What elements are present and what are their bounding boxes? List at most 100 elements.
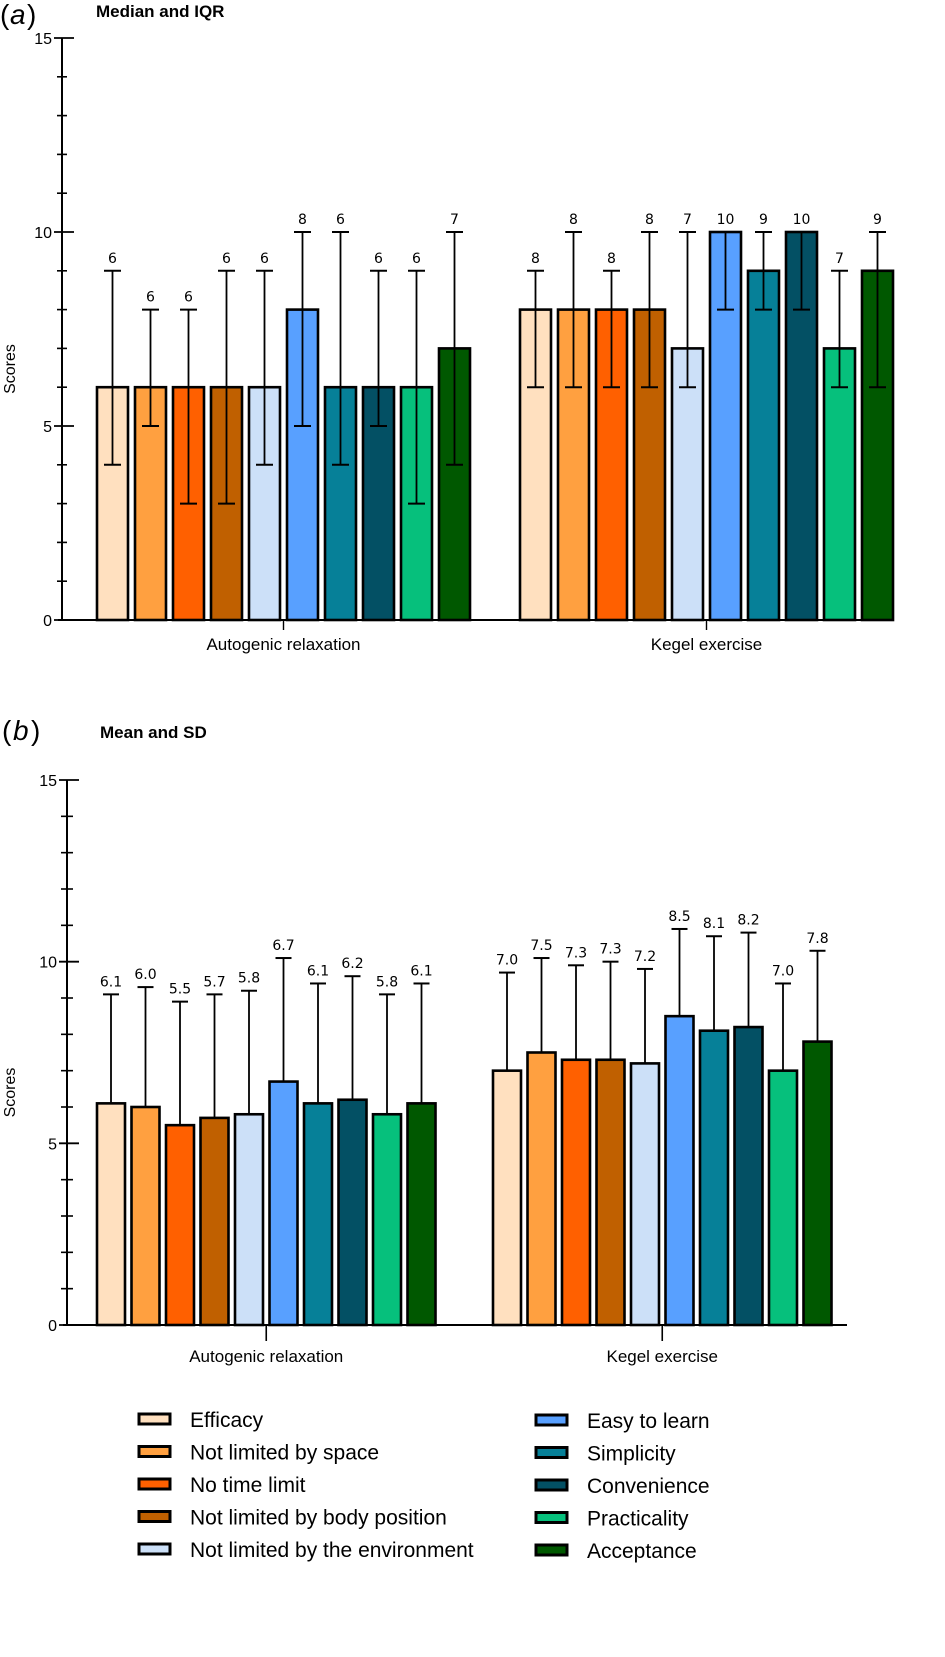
legend: Efficacy Not limited by space No time limi… xyxy=(137,1409,710,1563)
data-label: 8 xyxy=(298,212,307,228)
legend-label: No time limit xyxy=(190,1474,306,1497)
data-label: 6 xyxy=(260,251,269,267)
data-label: 7.3 xyxy=(599,942,621,958)
legend-swatch xyxy=(534,1413,569,1427)
bar xyxy=(822,347,857,622)
data-label: 5.7 xyxy=(203,974,225,990)
y-axis-label: Scores xyxy=(2,344,19,394)
bar xyxy=(560,1058,592,1327)
data-label: 5.8 xyxy=(376,974,398,990)
y-tick-label: 0 xyxy=(48,1318,57,1335)
data-label: 6.0 xyxy=(134,967,156,983)
bar xyxy=(746,269,781,622)
data-label: 9 xyxy=(873,212,882,228)
data-label: 8.1 xyxy=(703,916,725,932)
panel-a-close-paren: ) xyxy=(27,0,36,30)
bar xyxy=(164,1123,196,1327)
legend-swatch xyxy=(137,1477,172,1491)
bar xyxy=(406,1102,437,1327)
panel-a-open-paren: ( xyxy=(0,0,10,30)
bar xyxy=(629,1062,661,1327)
bar xyxy=(337,1098,368,1327)
data-label: 7 xyxy=(683,212,692,228)
data-label: 6.1 xyxy=(307,963,329,979)
data-label: 8 xyxy=(645,212,654,228)
panel-b-header: ( b ) Mean and SD xyxy=(2,715,207,746)
legend-label: Not limited by body position xyxy=(190,1507,447,1530)
data-label: 6 xyxy=(374,251,383,267)
data-label: 8.2 xyxy=(737,913,759,929)
x-category-label: Autogenic relaxation xyxy=(189,1347,343,1366)
y-tick-label: 10 xyxy=(34,225,52,242)
bar xyxy=(268,1080,299,1327)
legend-swatch xyxy=(534,1543,569,1557)
panel-b-open-paren: ( xyxy=(2,715,12,746)
bar xyxy=(802,1040,833,1327)
x-category-label: Autogenic relaxation xyxy=(206,635,360,654)
legend-label: Efficacy xyxy=(190,1409,264,1432)
panel-b-close-paren: ) xyxy=(31,715,40,746)
legend-swatch xyxy=(137,1412,172,1426)
legend-item: Not limited by space xyxy=(137,1442,379,1465)
panel-a-header: ( a ) Median and IQR xyxy=(0,0,224,30)
panel-a-title: Median and IQR xyxy=(96,2,224,21)
data-label: 7.0 xyxy=(496,953,518,969)
data-label: 6 xyxy=(108,251,117,267)
bar xyxy=(670,347,705,622)
panel-a-letter: a xyxy=(10,0,26,30)
legend-item: Simplicity xyxy=(534,1443,676,1466)
legend-item: Not limited by body position xyxy=(137,1507,447,1530)
bar xyxy=(733,1025,764,1327)
bar xyxy=(233,1112,265,1327)
legend-swatch xyxy=(137,1445,172,1458)
data-label: 8 xyxy=(607,251,616,267)
legend-item: Efficacy xyxy=(137,1409,264,1432)
legend-item: Convenience xyxy=(534,1475,710,1498)
data-label: 6.2 xyxy=(341,956,363,972)
bar xyxy=(130,1105,161,1327)
legend-swatch xyxy=(534,1446,569,1459)
legend-swatch xyxy=(137,1542,172,1556)
legend-label: Acceptance xyxy=(587,1540,697,1563)
y-tick-label: 5 xyxy=(43,419,52,436)
panel-a-chart: 0 5 10 15 Scores Autogenic relaxation 6 6 6 6 6 8 6 6… xyxy=(2,31,895,654)
y-tick-label: 15 xyxy=(34,31,52,48)
legend-label: Convenience xyxy=(587,1475,710,1498)
bar xyxy=(95,1102,127,1327)
bar xyxy=(526,1051,557,1327)
legend-swatch xyxy=(137,1510,172,1523)
legend-item: Practicality xyxy=(534,1508,689,1531)
bar xyxy=(664,1014,695,1327)
legend-label: Simplicity xyxy=(587,1443,676,1466)
data-label: 10 xyxy=(793,212,811,228)
bar xyxy=(860,269,895,622)
bar xyxy=(491,1069,523,1327)
data-label: 6.7 xyxy=(272,938,294,954)
data-label: 5.8 xyxy=(238,971,260,987)
bar xyxy=(302,1102,334,1327)
data-label: 7 xyxy=(450,212,459,228)
y-axis-label: Scores xyxy=(2,1068,19,1118)
legend-label: Not limited by space xyxy=(190,1442,379,1465)
legend-swatch xyxy=(534,1478,569,1492)
data-label: 7.0 xyxy=(772,963,794,979)
data-label: 8 xyxy=(531,251,540,267)
y-tick-label: 10 xyxy=(39,955,57,972)
bar xyxy=(698,1029,730,1327)
legend-item: No time limit xyxy=(137,1474,306,1497)
x-category-label: Kegel exercise xyxy=(651,635,763,654)
legend-label: Not limited by the environment xyxy=(190,1539,474,1562)
panel-b-title: Mean and SD xyxy=(100,723,207,742)
bar xyxy=(767,1069,799,1327)
data-label: 6 xyxy=(146,290,155,306)
legend-item: Easy to learn xyxy=(534,1410,710,1433)
data-label: 10 xyxy=(717,212,735,228)
data-label: 7.8 xyxy=(806,931,828,947)
data-label: 6 xyxy=(184,290,193,306)
panel-b-letter: b xyxy=(13,715,29,746)
data-label: 8.5 xyxy=(668,909,690,925)
data-label: 7.3 xyxy=(565,945,587,961)
data-label: 7 xyxy=(835,251,844,267)
data-label: 7.2 xyxy=(634,949,656,965)
